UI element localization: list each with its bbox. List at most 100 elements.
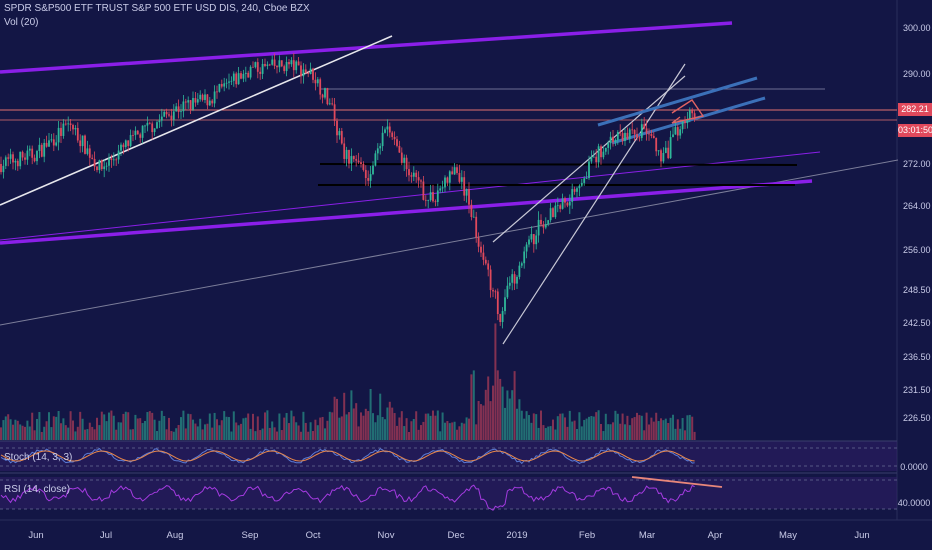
- candle-body: [100, 160, 103, 170]
- candle-body: [386, 126, 389, 130]
- volume-bar: [57, 411, 60, 440]
- candle-body: [451, 171, 454, 175]
- candle-body: [247, 72, 250, 78]
- volume-bar: [415, 411, 418, 440]
- volume-bar: [676, 419, 679, 440]
- candle-body: [612, 136, 614, 142]
- volume-bar: [595, 412, 598, 440]
- volume-bar: [189, 414, 192, 440]
- candle-body: [19, 151, 22, 167]
- volume-bar: [496, 370, 499, 440]
- volume-bar: [290, 410, 293, 440]
- volume-bar: [328, 411, 331, 440]
- volume-bar: [91, 426, 94, 440]
- volume-bar: [40, 431, 43, 440]
- candle-body: [475, 216, 478, 238]
- volume-bar: [268, 427, 271, 440]
- volume-bar: [528, 415, 530, 440]
- candle-body: [266, 64, 269, 66]
- volume-bar: [304, 422, 307, 440]
- volume-bar: [540, 410, 542, 440]
- candle-body: [261, 63, 264, 74]
- time-tick-label: Dec: [448, 530, 465, 541]
- candle-body: [206, 94, 209, 106]
- volume-bar: [518, 399, 521, 440]
- price-tick-label: 264.00: [903, 201, 931, 211]
- candle-body: [81, 135, 84, 147]
- volume-label: Vol (20): [4, 17, 39, 28]
- candle-body: [667, 147, 670, 159]
- volume-bar: [300, 431, 302, 440]
- rsi-axis-label: 40.0000: [897, 498, 931, 508]
- candle-body: [132, 135, 134, 136]
- volume-bar: [187, 413, 190, 440]
- price-tick-label: 256.00: [903, 245, 931, 255]
- volume-bar: [446, 421, 449, 440]
- candle-body: [412, 172, 415, 177]
- candle-body: [2, 165, 5, 173]
- volume-bar: [26, 420, 29, 440]
- volume-bar: [420, 425, 422, 440]
- volume-bar: [192, 419, 194, 440]
- candle-body: [321, 94, 324, 98]
- candle-body: [189, 100, 192, 110]
- candle-body: [436, 190, 439, 202]
- volume-bar: [504, 407, 506, 440]
- volume-bar: [256, 416, 259, 440]
- volume-bar: [288, 423, 290, 440]
- volume-bar: [16, 420, 19, 440]
- volume-bar: [590, 416, 593, 440]
- candle-body: [117, 150, 120, 160]
- candle-body: [504, 297, 506, 312]
- candle-body: [566, 202, 569, 206]
- volume-bar: [48, 412, 50, 440]
- volume-bar: [247, 413, 250, 440]
- volume-bar: [631, 418, 634, 440]
- volume-bar: [355, 403, 358, 440]
- time-tick-label: Aug: [167, 530, 184, 541]
- volume-bar: [345, 414, 348, 440]
- candle-body: [592, 156, 595, 158]
- volume-bar: [691, 416, 694, 440]
- candle-body: [45, 142, 48, 147]
- candle-body: [196, 99, 199, 103]
- candle-body: [362, 164, 365, 170]
- candle-body: [151, 123, 154, 133]
- volume-bar: [614, 410, 617, 440]
- candle-body: [36, 150, 38, 162]
- price-tick-label: 231.50: [903, 385, 931, 395]
- candle-body: [168, 114, 170, 116]
- candle-body: [604, 147, 607, 152]
- volume-bar: [98, 425, 101, 440]
- candle-body: [571, 189, 574, 202]
- rsi-divergence-line: [631, 476, 723, 488]
- volume-bar: [530, 422, 533, 440]
- volume-bar: [103, 414, 106, 440]
- candle-body: [52, 139, 55, 146]
- volume-bar: [67, 427, 70, 440]
- volume-bar: [194, 423, 197, 440]
- candle-body: [549, 208, 552, 221]
- candle-body: [170, 115, 173, 120]
- candle-body: [110, 158, 113, 161]
- stoch-d-line: [0, 450, 695, 462]
- volume-bar: [681, 418, 684, 440]
- last-price-badge: 282.21: [898, 103, 932, 116]
- price-tick-label: 236.50: [903, 352, 931, 362]
- candle-body: [391, 132, 394, 137]
- candle-body: [525, 244, 528, 252]
- candle-body: [14, 160, 17, 163]
- candle-body: [129, 135, 132, 146]
- volume-bar: [391, 407, 394, 440]
- candle-body: [360, 162, 362, 165]
- volume-bar: [115, 429, 118, 440]
- candle-body: [400, 152, 403, 163]
- volume-bar: [386, 407, 389, 440]
- volume-bar: [559, 413, 562, 440]
- volume-bar: [74, 431, 77, 440]
- volume-bar: [645, 412, 648, 440]
- volume-bar: [352, 408, 355, 440]
- candle-body: [496, 291, 499, 315]
- volume-bar: [410, 421, 413, 440]
